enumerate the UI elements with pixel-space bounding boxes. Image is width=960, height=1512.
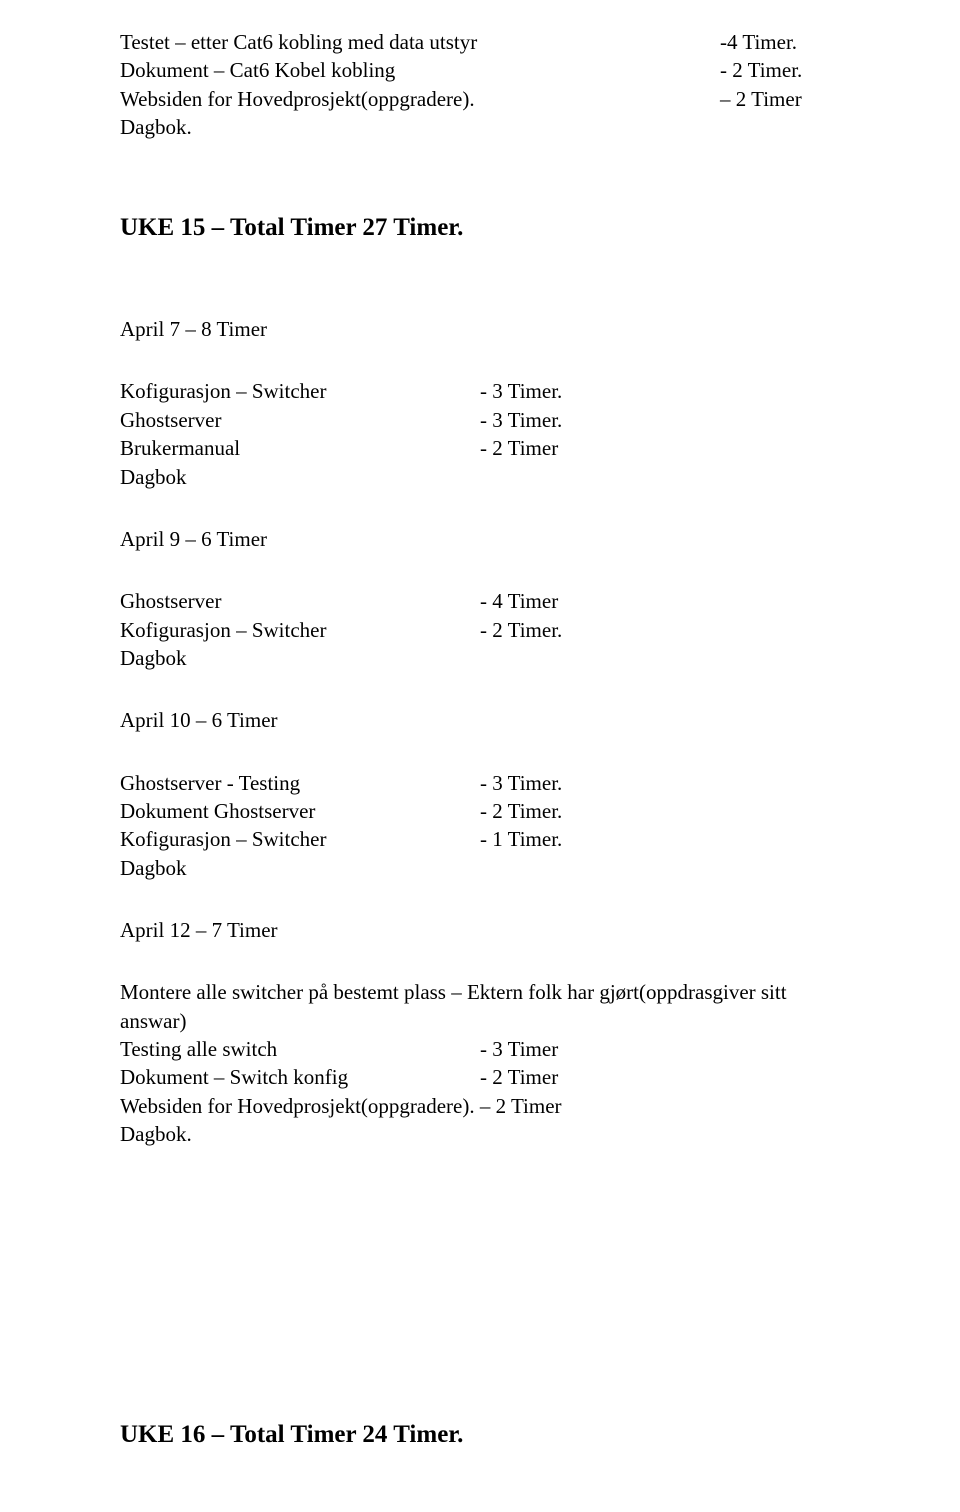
row-left: Ghostserver xyxy=(120,406,480,434)
row-right: - 2 Timer. xyxy=(720,56,840,84)
row-left: Kofigurasjon – Switcher xyxy=(120,377,480,405)
row: Kofigurasjon – Switcher - 1 Timer. xyxy=(120,825,840,853)
row: Testing alle switch - 3 Timer xyxy=(120,1035,840,1063)
row-right: - 2 Timer xyxy=(480,1063,840,1091)
heading-uke16: UKE 16 – Total Timer 24 Timer. xyxy=(120,1418,840,1452)
row-left: Testet – etter Cat6 kobling med data uts… xyxy=(120,28,477,56)
row-right: - 2 Timer. xyxy=(480,616,840,644)
row-left: Dokument – Cat6 Kobel kobling xyxy=(120,56,395,84)
row-left: Dokument Ghostserver xyxy=(120,797,480,825)
april12-line2: Websiden for Hovedprosjekt(oppgradere). … xyxy=(120,1092,840,1120)
row-right: - 3 Timer. xyxy=(480,406,840,434)
row: Dokument – Switch konfig - 2 Timer xyxy=(120,1063,840,1091)
april7-title: April 7 – 8 Timer xyxy=(120,315,840,343)
row: Ghostserver - Testing - 3 Timer. xyxy=(120,769,840,797)
row-left: Kofigurasjon – Switcher xyxy=(120,616,480,644)
april10-title: April 10 – 6 Timer xyxy=(120,706,840,734)
row-left: Ghostserver - Testing xyxy=(120,769,480,797)
row: Ghostserver - 3 Timer. xyxy=(120,406,840,434)
row-left: Dokument – Switch konfig xyxy=(120,1063,480,1091)
row: Ghostserver - 4 Timer xyxy=(120,587,840,615)
row-left: Kofigurasjon – Switcher xyxy=(120,825,480,853)
row: Websiden for Hovedprosjekt(oppgradere). … xyxy=(120,85,840,113)
row-right: - 1 Timer. xyxy=(480,825,840,853)
dagbok-label: Dagbok xyxy=(120,854,840,882)
row: Testet – etter Cat6 kobling med data uts… xyxy=(120,28,840,56)
april12-title: April 12 – 7 Timer xyxy=(120,916,840,944)
row: Brukermanual - 2 Timer xyxy=(120,434,840,462)
april10-block: April 10 – 6 Timer Ghostserver - Testing… xyxy=(120,706,840,882)
dagbok-label: Dagbok xyxy=(120,463,840,491)
april9-title: April 9 – 6 Timer xyxy=(120,525,840,553)
row: Dokument – Cat6 Kobel kobling - 2 Timer. xyxy=(120,56,840,84)
april12-block: April 12 – 7 Timer Montere alle switcher… xyxy=(120,916,840,1148)
row-right: - 3 Timer xyxy=(480,1035,840,1063)
dagbok-label: Dagbok xyxy=(120,644,840,672)
section-top: Testet – etter Cat6 kobling med data uts… xyxy=(120,28,840,141)
row: Dokument Ghostserver - 2 Timer. xyxy=(120,797,840,825)
dagbok-label: Dagbok. xyxy=(120,113,840,141)
row-right: - 2 Timer xyxy=(480,434,840,462)
dagbok-label: Dagbok. xyxy=(120,1120,840,1148)
row-right: – 2 Timer xyxy=(720,85,840,113)
april12-line1: Montere alle switcher på bestemt plass –… xyxy=(120,978,840,1035)
row-left: Testing alle switch xyxy=(120,1035,480,1063)
april9-block: April 9 – 6 Timer Ghostserver - 4 Timer … xyxy=(120,525,840,672)
row-right: - 3 Timer. xyxy=(480,377,840,405)
row: Kofigurasjon – Switcher - 3 Timer. xyxy=(120,377,840,405)
row: Kofigurasjon – Switcher - 2 Timer. xyxy=(120,616,840,644)
row-right: - 2 Timer. xyxy=(480,797,840,825)
row-right: -4 Timer. xyxy=(720,28,840,56)
april7-block: April 7 – 8 Timer Kofigurasjon – Switche… xyxy=(120,315,840,491)
heading-uke15: UKE 15 – Total Timer 27 Timer. xyxy=(120,211,840,245)
row-right: - 4 Timer xyxy=(480,587,840,615)
row-right: - 3 Timer. xyxy=(480,769,840,797)
row-left: Brukermanual xyxy=(120,434,480,462)
row-left: Websiden for Hovedprosjekt(oppgradere). xyxy=(120,85,475,113)
row-left: Ghostserver xyxy=(120,587,480,615)
